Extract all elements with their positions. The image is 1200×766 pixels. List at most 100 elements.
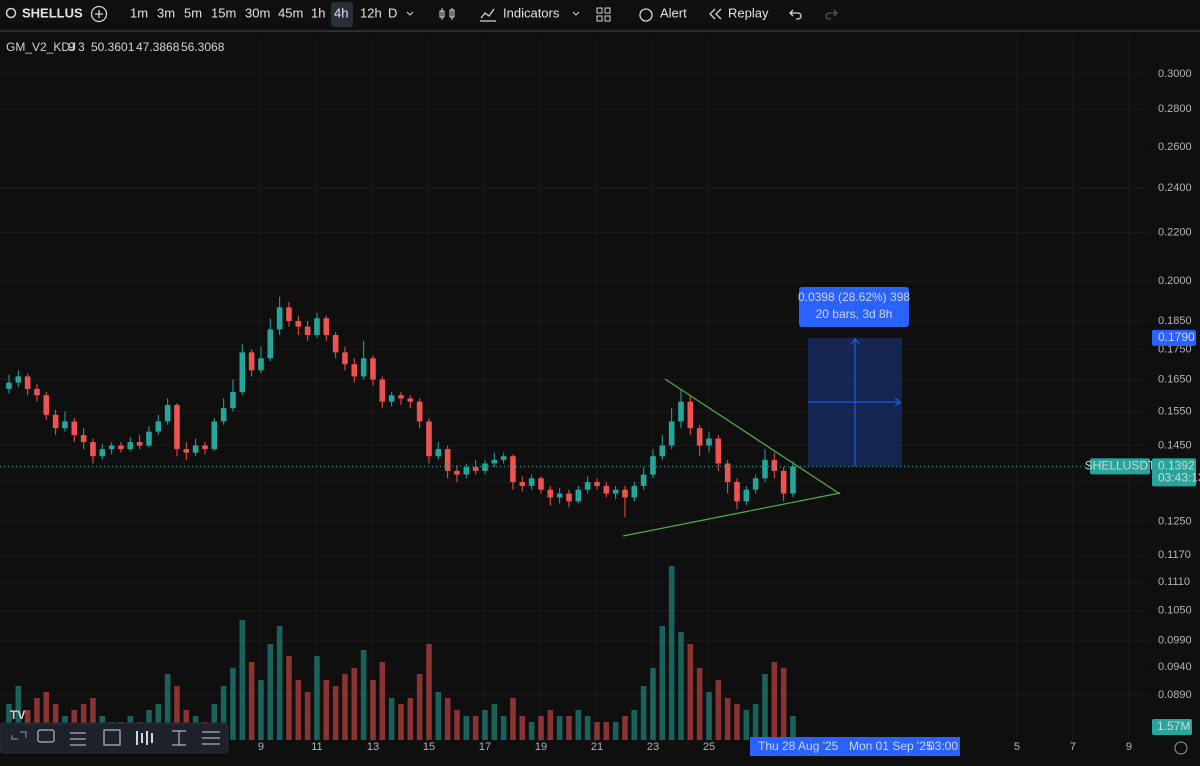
volume-bar bbox=[510, 698, 516, 740]
interval[interactable]: 4h bbox=[334, 5, 348, 20]
drag-handle[interactable] bbox=[11, 731, 27, 740]
alert-icon[interactable] bbox=[639, 8, 653, 22]
candle-body bbox=[71, 421, 78, 436]
candle-body bbox=[650, 456, 656, 475]
y-tick-label: 0.1110 bbox=[1158, 576, 1190, 588]
volume-bar bbox=[780, 668, 787, 740]
candle-body bbox=[248, 352, 255, 371]
volume-bar bbox=[304, 692, 311, 740]
y-tick-label: 0.2400 bbox=[1158, 182, 1192, 194]
interval[interactable]: 30m bbox=[245, 5, 270, 20]
x-tick-label: 9 bbox=[1126, 741, 1132, 753]
indicators[interactable]: Indicators bbox=[503, 5, 560, 20]
volume-bar bbox=[286, 656, 292, 740]
chevron[interactable] bbox=[572, 11, 580, 16]
candle-body bbox=[491, 459, 498, 464]
settings[interactable] bbox=[1174, 741, 1188, 755]
tool-candles[interactable] bbox=[136, 731, 153, 745]
interval[interactable]: 45m bbox=[278, 5, 303, 20]
replay-icon[interactable] bbox=[709, 8, 722, 20]
volume-bar bbox=[706, 692, 712, 740]
interval[interactable]: 12h bbox=[360, 5, 382, 20]
candle-body bbox=[62, 421, 68, 429]
x-tick-label: 21 bbox=[591, 741, 603, 753]
volume-bar bbox=[388, 698, 395, 740]
volume-bar bbox=[752, 704, 759, 740]
tool-menu[interactable] bbox=[202, 731, 220, 745]
candle-body bbox=[304, 326, 311, 336]
volume-bar bbox=[762, 674, 768, 740]
toolbar bbox=[0, 0, 1200, 30]
indicators-icon[interactable] bbox=[480, 8, 496, 22]
x-tick-label: 13 bbox=[367, 741, 379, 753]
alert[interactable]: Alert bbox=[660, 5, 687, 20]
y-tick-label: 0.1250 bbox=[1158, 515, 1192, 527]
chevron[interactable] bbox=[406, 11, 414, 16]
volume-bar bbox=[295, 680, 302, 740]
volume-bar bbox=[267, 644, 274, 740]
symbol[interactable]: SHELLUS bbox=[22, 5, 83, 20]
chart-type-icon[interactable] bbox=[439, 8, 455, 20]
volume-tag: 1.57M bbox=[1157, 719, 1190, 733]
replay[interactable]: Replay bbox=[728, 5, 769, 20]
interval[interactable]: D bbox=[388, 5, 397, 20]
volume-bar bbox=[743, 710, 750, 740]
y-tick-label: 0.2200 bbox=[1158, 226, 1192, 238]
intervals: 1m 3m 5m 15m 30m 45m 1h 4h 12h D bbox=[130, 2, 397, 27]
x-tick-label: 15 bbox=[423, 741, 435, 753]
interval[interactable]: 1m bbox=[130, 5, 148, 20]
y-tick-label: 0.0990 bbox=[1158, 634, 1192, 646]
tool-note[interactable] bbox=[37, 729, 55, 743]
volume-bar bbox=[351, 668, 358, 740]
volume-bar bbox=[90, 698, 96, 740]
volume-bar bbox=[332, 686, 339, 740]
volume-bar bbox=[398, 704, 404, 740]
search-icon[interactable] bbox=[5, 7, 17, 19]
measure-label: 0.0398 (28.62%) 398 bbox=[798, 290, 910, 304]
y-tick-label: 0.1750 bbox=[1158, 343, 1192, 355]
interval[interactable]: 15m bbox=[211, 5, 236, 20]
crosshair-date: 03:00 bbox=[928, 739, 958, 753]
redo[interactable] bbox=[825, 9, 838, 20]
volume-bar bbox=[34, 698, 40, 740]
volume-bar bbox=[696, 668, 703, 740]
candle-body bbox=[174, 404, 180, 450]
layouts-icon[interactable] bbox=[596, 7, 611, 22]
y-tick-label: 0.1650 bbox=[1158, 373, 1192, 385]
candle-body bbox=[668, 421, 675, 446]
candle-body bbox=[780, 470, 787, 494]
volume-bar bbox=[724, 698, 731, 740]
candle-body bbox=[706, 438, 712, 446]
logo: TV bbox=[10, 708, 25, 722]
countdown: 03:43:13 bbox=[1158, 471, 1200, 485]
interval[interactable]: 1h bbox=[311, 5, 325, 20]
volume-bar bbox=[575, 710, 582, 740]
y-tick-label: 0.2000 bbox=[1158, 275, 1192, 287]
candle-body bbox=[136, 442, 143, 446]
volume-bar bbox=[584, 716, 591, 740]
interval[interactable]: 5m bbox=[184, 5, 202, 20]
volume-bar bbox=[659, 626, 666, 740]
price-tag: 0.1790 bbox=[1158, 330, 1195, 344]
candle-body bbox=[323, 318, 330, 336]
trend-line bbox=[622, 492, 841, 537]
volume-bar bbox=[211, 704, 218, 740]
volume-bar bbox=[500, 716, 507, 740]
candle-body bbox=[52, 414, 59, 429]
candle-body bbox=[454, 470, 460, 475]
tool-text[interactable] bbox=[172, 730, 186, 746]
tool-lines[interactable] bbox=[70, 732, 86, 746]
volume-bar bbox=[622, 716, 628, 740]
trend-line bbox=[664, 378, 841, 495]
candle-body bbox=[734, 482, 740, 502]
candle-body bbox=[164, 404, 171, 422]
volume-bar bbox=[715, 680, 722, 740]
candle-body bbox=[370, 358, 376, 380]
tool-rect[interactable] bbox=[103, 729, 121, 746]
undo[interactable] bbox=[789, 9, 802, 20]
interval[interactable]: 3m bbox=[157, 5, 175, 20]
add-symbol[interactable] bbox=[90, 5, 108, 23]
volume-bar bbox=[426, 644, 432, 740]
candle-body bbox=[538, 478, 544, 490]
candle-body bbox=[183, 449, 190, 453]
